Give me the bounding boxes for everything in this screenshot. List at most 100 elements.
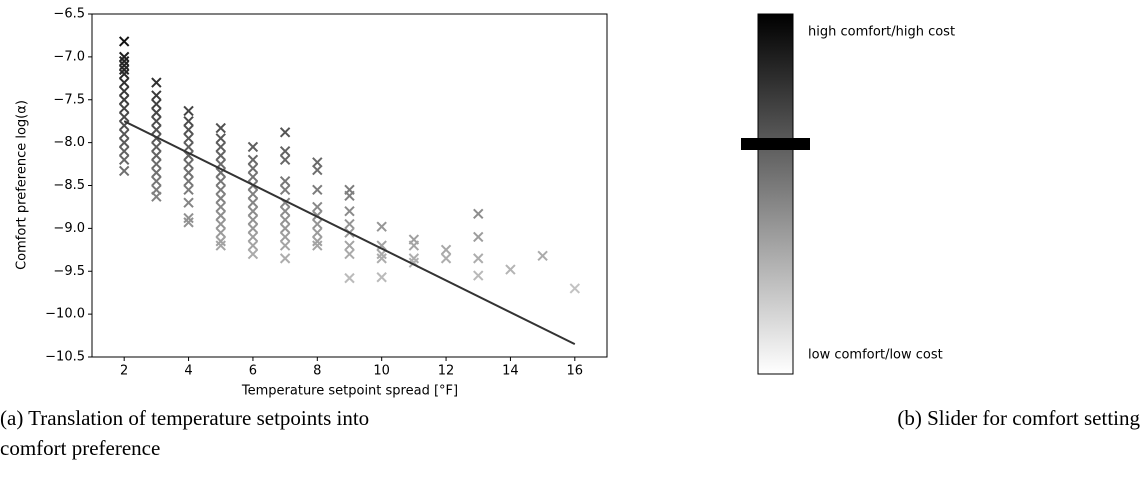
scatter-point [215, 210, 226, 221]
scatter-point [344, 240, 355, 251]
y-tick-label: −7.0 [53, 49, 85, 64]
scatter-point [279, 231, 291, 243]
scatter-point [118, 85, 130, 97]
scatter-point [151, 107, 162, 118]
scatter-point [312, 236, 323, 247]
scatter-point [183, 133, 194, 144]
scatter-point [344, 190, 355, 201]
scatter-point [183, 141, 194, 153]
scatter-point [151, 167, 162, 178]
x-axis-label: Temperature setpoint spread [°F] [241, 384, 458, 399]
scatter-point [247, 206, 259, 217]
scatter-point [118, 77, 130, 88]
scatter-point [279, 253, 291, 264]
scatter-point [118, 68, 130, 80]
x-tick-label: 10 [373, 364, 390, 379]
scatter-point [215, 227, 226, 238]
scatter-point [215, 141, 226, 153]
slider-handle[interactable] [741, 138, 810, 150]
scatter-point [408, 253, 420, 264]
scatter-point [151, 115, 162, 127]
scatter-point [151, 124, 162, 135]
scatter-point [247, 171, 259, 183]
scatter-point [118, 51, 130, 63]
scatter-point [183, 176, 194, 187]
y-tick-label: −6.5 [53, 7, 85, 22]
scatter-point [312, 227, 323, 238]
scatter-point [537, 250, 548, 262]
scatter-point [151, 176, 162, 187]
x-tick-label: 8 [313, 364, 321, 379]
x-tick-label: 12 [438, 364, 455, 379]
y-axis-label: Comfort preference log(α) [15, 100, 30, 270]
x-tick-label: 2 [120, 364, 128, 379]
scatter-point [312, 164, 323, 176]
scatter-point [215, 133, 226, 144]
scatter-point [118, 137, 130, 148]
y-tick-label: −9.5 [53, 264, 85, 279]
scatter-point [118, 94, 130, 105]
scatter-point [312, 201, 323, 213]
scatter-point [215, 193, 226, 204]
scatter-point [247, 163, 259, 174]
y-tick-label: −9.0 [53, 221, 85, 236]
slider-bottom-label: low comfort/low cost [808, 348, 943, 363]
scatter-point [151, 77, 162, 88]
scatter-point [118, 145, 130, 157]
scatter-point [408, 240, 420, 251]
scatter-point [279, 223, 291, 234]
scatter-point [279, 184, 291, 195]
scatter-point [279, 154, 291, 165]
scatter-point [151, 98, 162, 110]
scatter-point [118, 36, 130, 47]
y-tick-label: −10.0 [45, 307, 85, 322]
scatter-point [215, 184, 226, 195]
scatter-point [312, 218, 323, 230]
slider-top-label: high comfort/high cost [808, 25, 955, 40]
scatter-point [247, 248, 259, 260]
scatter-point [215, 240, 226, 251]
scatter-point [151, 141, 162, 153]
scatter-point [312, 240, 323, 251]
scatter-point [376, 272, 387, 283]
scatter-point [376, 221, 387, 232]
x-tick-label: 16 [567, 364, 584, 379]
caption: comfort preference [0, 436, 160, 460]
scatter-point [247, 214, 259, 226]
caption: (b) Slider for comfort setting [897, 406, 1140, 430]
y-tick-label: −7.5 [53, 92, 85, 107]
slider-track [757, 13, 794, 375]
scatter-point [183, 105, 194, 117]
scatter-point [473, 231, 484, 243]
scatter-point [118, 64, 130, 75]
scatter-point [376, 253, 387, 264]
scatter-point [215, 236, 226, 247]
scatter-point [344, 218, 355, 230]
y-tick-label: −8.0 [53, 135, 85, 150]
scatter-point [344, 206, 355, 217]
scatter-point [183, 167, 194, 178]
scatter-point [279, 240, 291, 251]
x-tick-label: 6 [249, 364, 257, 379]
scatter-point [118, 154, 130, 165]
plot-frame [91, 13, 608, 358]
scatter-point [151, 191, 162, 202]
scatter-point [183, 184, 194, 195]
scatter-point [473, 270, 484, 281]
scatter-point [247, 240, 259, 251]
scatter-point [473, 208, 484, 220]
scatter-point [569, 283, 581, 294]
scatter-point [505, 264, 516, 275]
scatter-point [473, 253, 484, 264]
x-tick-label: 14 [502, 364, 519, 379]
scatter-point [215, 201, 226, 213]
scatter-point [247, 231, 259, 243]
scatter-point [151, 158, 162, 170]
scatter-point [440, 244, 452, 256]
scatter-point [279, 145, 291, 157]
caption: (a) Translation of temperature setpoints… [0, 406, 369, 430]
scatter-point [215, 122, 226, 134]
scatter-point [183, 158, 194, 170]
scatter-point [118, 60, 130, 71]
